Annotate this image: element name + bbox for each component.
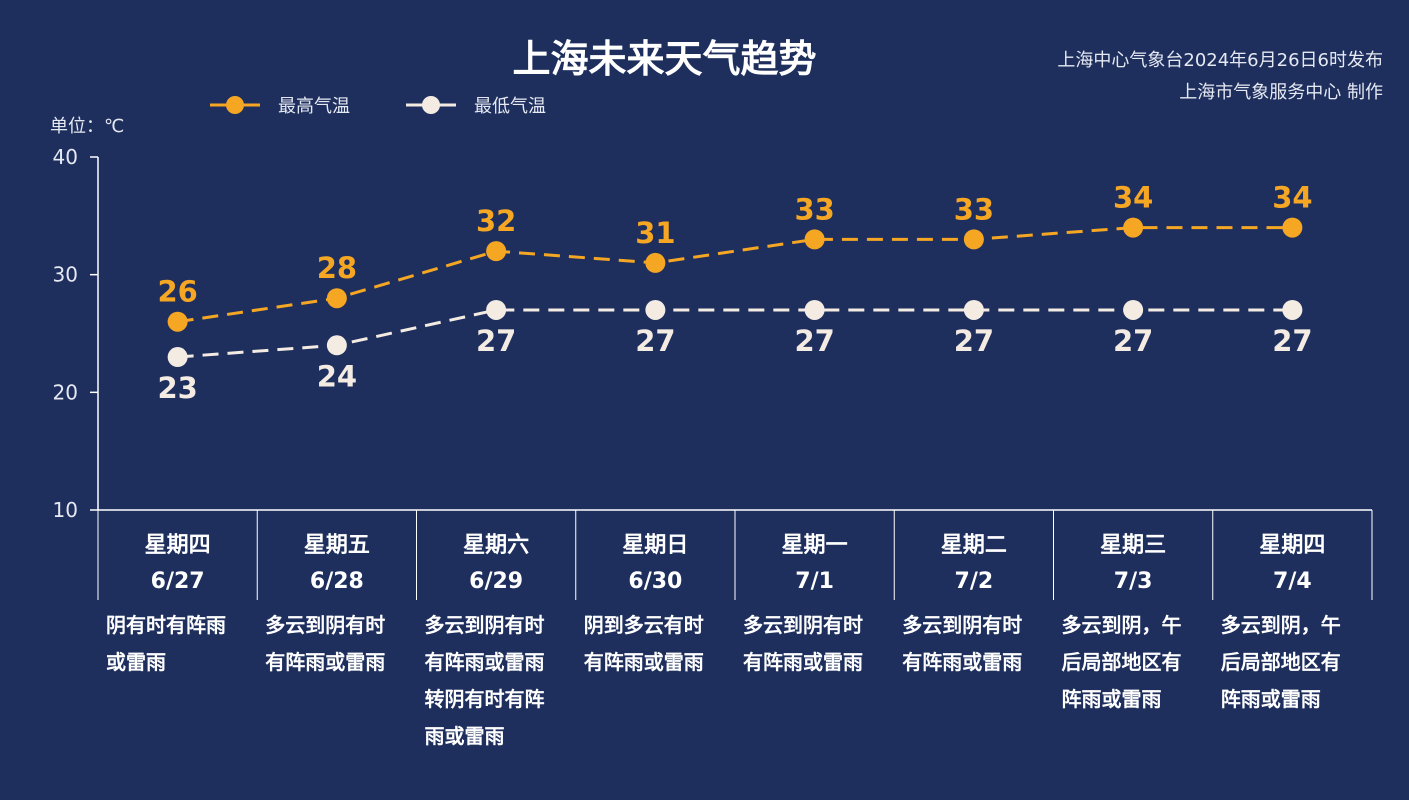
weather-desc-line: 有阵雨或雷雨 [425,650,545,674]
low-data-label: 23 [157,371,197,405]
high-data-point [645,252,666,273]
weather-desc-line: 有阵雨或雷雨 [265,650,385,674]
high-data-point [167,311,188,332]
weather-desc-line: 或雷雨 [106,650,166,674]
low-data-label: 24 [317,359,357,393]
low-data-label: 27 [954,324,994,358]
weather-desc-line: 阵雨或雷雨 [1062,687,1162,711]
high-data-point [804,229,825,250]
low-data-point [486,299,507,320]
weather-desc-line: 多云到阴，午 [1062,613,1182,637]
high-data-point [1123,217,1144,238]
x-weekday-label: 星期四 [145,533,211,558]
weather-desc-line: 转阴有时有阵 [425,687,545,711]
x-date-label: 7/1 [795,569,834,594]
x-weekday-label: 星期四 [1259,533,1325,558]
low-data-point [1123,299,1144,320]
x-date-label: 6/27 [151,569,205,594]
x-date-label: 6/29 [469,569,523,594]
high-data-label: 31 [635,216,675,250]
unit-label: 单位：℃ [50,116,125,137]
high-data-label: 28 [317,251,357,285]
low-data-label: 27 [794,324,834,358]
x-date-label: 7/3 [1114,569,1153,594]
y-tick-label: 30 [53,263,78,287]
high-data-label: 34 [1272,181,1312,215]
x-weekday-label: 星期二 [941,533,1007,558]
x-date-label: 7/4 [1273,569,1312,594]
high-data-label: 34 [1113,181,1153,215]
low-data-point [326,335,347,356]
low-data-point [963,299,984,320]
high-data-label: 33 [954,192,994,226]
high-data-point [963,229,984,250]
legend-high-marker [226,96,244,114]
weather-desc-line: 多云到阴有时 [425,613,545,637]
y-tick-label: 10 [53,498,78,522]
low-data-point [645,299,666,320]
y-tick-label: 40 [53,145,78,169]
weather-desc-line: 多云到阴有时 [902,613,1022,637]
weather-desc-line: 后局部地区有 [1221,650,1341,674]
low-data-label: 27 [635,324,675,358]
legend-high-label: 最高气温 [278,96,350,117]
high-data-label: 33 [794,192,834,226]
high-data-point [1282,217,1303,238]
x-date-label: 6/28 [310,569,364,594]
low-series-line [177,308,1293,359]
low-data-point [1282,299,1303,320]
legend-low-marker [422,96,440,114]
low-data-point [167,347,188,368]
x-weekday-label: 星期一 [782,533,848,558]
x-weekday-label: 星期日 [622,533,688,558]
x-date-label: 6/30 [628,569,682,594]
high-data-point [326,288,347,309]
low-data-label: 27 [476,324,516,358]
high-data-point [486,241,507,262]
chart-title: 上海未来天气趋势 [512,37,817,81]
legend-low-label: 最低气温 [474,96,546,117]
high-data-label: 26 [157,275,197,309]
high-data-label: 32 [476,204,516,238]
x-weekday-label: 星期六 [463,533,529,558]
weather-desc-line: 多云到阴有时 [743,613,863,637]
x-date-label: 7/2 [955,569,994,594]
weather-desc-line: 有阵雨或雷雨 [584,650,704,674]
source-line-2: 上海市气象服务中心 制作 [1179,82,1383,103]
high-series-line [177,226,1293,324]
weather-desc-line: 有阵雨或雷雨 [902,650,1022,674]
weather-desc-line: 多云到阴有时 [265,613,385,637]
weather-desc-line: 阵雨或雷雨 [1221,687,1321,711]
weather-desc-line: 多云到阴，午 [1221,613,1341,637]
low-data-label: 27 [1272,324,1312,358]
weather-desc-line: 雨或雷雨 [425,724,505,748]
low-data-point [804,299,825,320]
weather-desc-line: 有阵雨或雷雨 [743,650,863,674]
y-tick-label: 20 [53,380,78,404]
weather-desc-line: 阴到多云有时 [584,613,704,637]
x-weekday-label: 星期五 [304,533,370,558]
x-weekday-label: 星期三 [1100,533,1166,558]
low-data-label: 27 [1113,324,1153,358]
source-line-1: 上海中心气象台2024年6月26日6时发布 [1057,50,1383,71]
weather-desc-line: 后局部地区有 [1062,650,1182,674]
weather-desc-line: 阴有时有阵雨 [106,613,226,637]
